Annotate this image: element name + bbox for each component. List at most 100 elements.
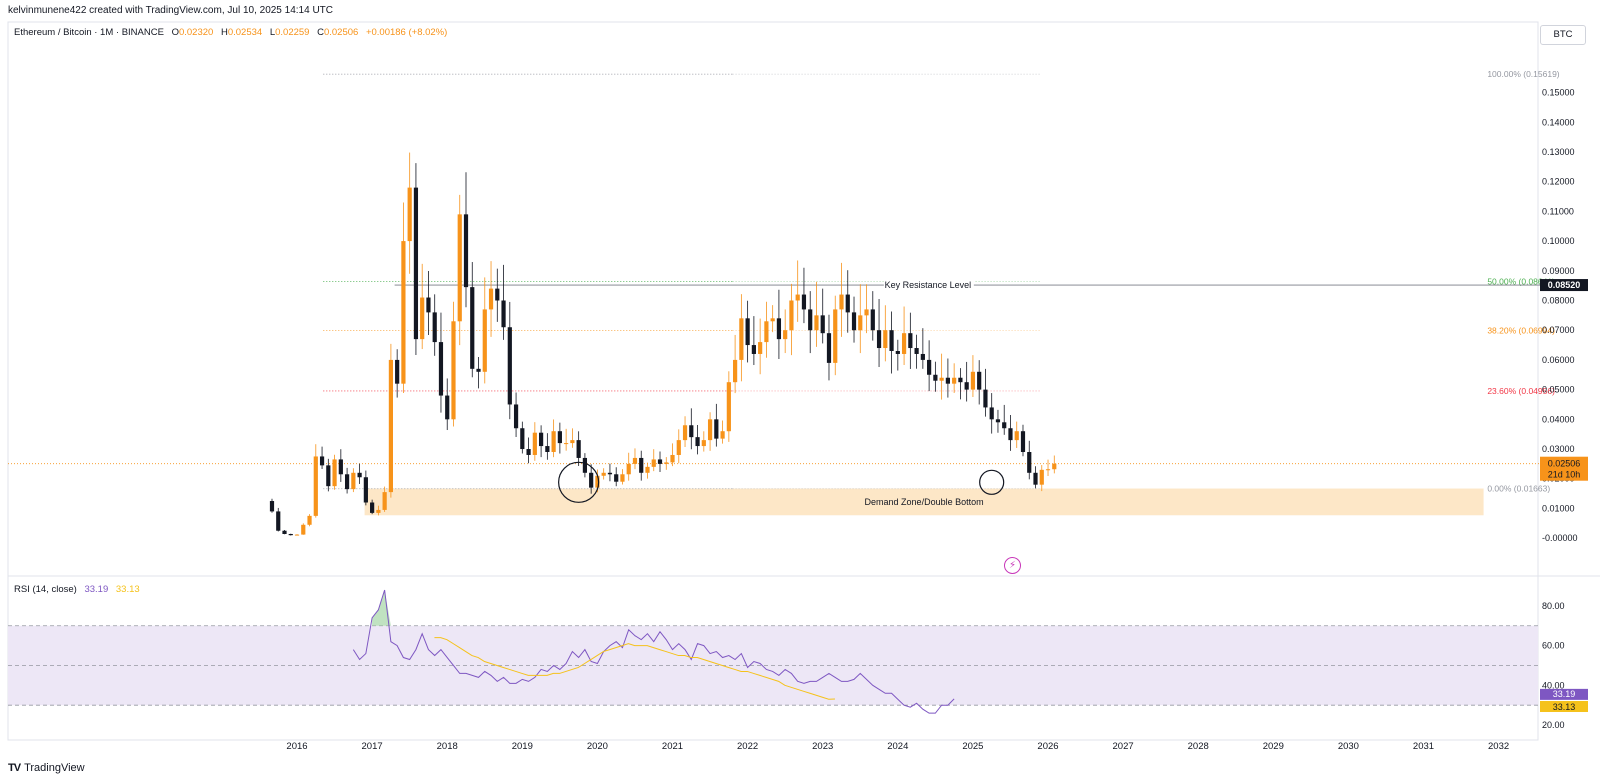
candle-body xyxy=(952,377,957,384)
time-tick-label: 2023 xyxy=(812,741,833,752)
candle-body xyxy=(520,428,525,450)
candle-body xyxy=(826,333,832,363)
candle-body xyxy=(889,330,894,351)
open-value: 0.02320 xyxy=(178,27,214,38)
candle-body xyxy=(808,309,813,331)
candle-body xyxy=(1014,431,1019,441)
candle-body xyxy=(501,300,506,328)
candle-body xyxy=(764,321,769,343)
candle-body xyxy=(977,371,982,390)
candle-body xyxy=(939,377,944,381)
candle-body xyxy=(958,377,963,383)
candle-body xyxy=(995,419,1001,423)
candle-body xyxy=(639,457,644,473)
candle-body xyxy=(551,431,556,452)
price-tick-label: 0.11000 xyxy=(1542,206,1574,216)
candle-body xyxy=(545,446,550,452)
candle-body xyxy=(326,465,331,487)
currency-button[interactable]: BTC xyxy=(1540,25,1586,45)
time-tick-label: 2030 xyxy=(1338,741,1359,752)
candle-body xyxy=(338,459,343,475)
candle-body xyxy=(595,475,600,488)
time-tick-label: 2028 xyxy=(1188,741,1209,752)
candle-body xyxy=(376,509,381,513)
time-tick-label: 2025 xyxy=(962,741,983,752)
candle-body xyxy=(1002,422,1007,429)
candle-body xyxy=(920,353,925,360)
candle-body xyxy=(851,312,857,331)
resistance-label: Key Resistance Level xyxy=(885,280,972,290)
candle-body xyxy=(801,294,807,310)
time-tick-label: 2031 xyxy=(1413,741,1434,752)
candle-body xyxy=(395,359,400,384)
candle-body xyxy=(1033,472,1038,485)
candle-body xyxy=(401,241,406,384)
candle-body xyxy=(714,419,719,439)
candle-body xyxy=(513,404,519,429)
open-label: O xyxy=(171,27,179,38)
close-label: C xyxy=(317,27,324,38)
candle-body xyxy=(301,524,306,535)
candle-body xyxy=(689,425,694,438)
price-tick-label: 0.03000 xyxy=(1542,444,1575,454)
candle-body xyxy=(445,395,450,420)
candle-body xyxy=(614,474,619,482)
candle-body xyxy=(570,440,575,444)
candle-body xyxy=(701,440,706,447)
price-tick-label: -0.00000 xyxy=(1542,533,1578,543)
candle-body xyxy=(420,297,425,340)
candle-body xyxy=(620,474,625,482)
time-tick-label: 2019 xyxy=(512,741,533,752)
time-tick-label: 2027 xyxy=(1113,741,1134,752)
fib-label: 0.00% (0.01663) xyxy=(1487,484,1550,494)
current-price-tag-text: 0.02506 xyxy=(1548,459,1581,469)
symbol-name[interactable]: Ethereum / Bitcoin · 1M · BINANCE xyxy=(14,27,164,38)
rsi-value-tag-text: 33.19 xyxy=(1553,689,1576,699)
candle-body xyxy=(858,315,863,331)
candle-body xyxy=(726,382,731,432)
candle-body xyxy=(357,472,362,478)
candle-body xyxy=(676,440,681,455)
candle-body xyxy=(733,359,738,383)
candle-body xyxy=(820,315,825,334)
candle-body xyxy=(789,300,794,331)
candle-body xyxy=(332,459,337,487)
candle-body xyxy=(557,431,562,444)
candle-body xyxy=(983,389,988,408)
candle-body xyxy=(883,330,888,349)
candle-body xyxy=(1027,452,1032,473)
candle-body xyxy=(751,345,756,354)
resistance-price-tag-text: 0.08520 xyxy=(1548,280,1581,290)
candle-body xyxy=(482,309,487,372)
fib-label: 50.00% (0.08641) xyxy=(1487,276,1555,286)
candle-body xyxy=(864,309,869,316)
time-tick-label: 2032 xyxy=(1488,741,1509,752)
price-tick-label: 0.12000 xyxy=(1542,177,1575,187)
candle-body xyxy=(845,294,850,313)
candle-body xyxy=(470,287,475,369)
candle-body xyxy=(282,530,287,534)
candle-body xyxy=(451,321,456,420)
rsi-tick-label: 40.00 xyxy=(1542,680,1565,690)
rsi-title[interactable]: RSI (14, close) xyxy=(14,584,77,595)
candle-body xyxy=(670,454,675,463)
candle-body xyxy=(814,315,819,331)
candle-body xyxy=(833,309,838,363)
candle-body xyxy=(307,515,312,525)
footer-brand[interactable]: TV TradingView xyxy=(8,762,85,774)
lightning-icon[interactable]: ⚡ xyxy=(1004,557,1021,574)
time-tick-label: 2017 xyxy=(362,741,383,752)
rsi-ma-tag-text: 33.13 xyxy=(1553,702,1576,712)
price-tick-label: 0.13000 xyxy=(1542,147,1575,157)
countdown-text: 21d 10h xyxy=(1548,470,1581,480)
rsi-line xyxy=(352,589,955,714)
attribution: kelvinmunene422 created with TradingView… xyxy=(8,5,334,16)
resistance-price-tag xyxy=(1540,279,1588,292)
time-tick-label: 2018 xyxy=(437,741,458,752)
change-value: +0.00186 (+8.02%) xyxy=(365,27,448,38)
candle-body xyxy=(914,348,919,354)
candle-body xyxy=(770,318,775,322)
time-tick-label: 2022 xyxy=(737,741,758,752)
fib-label: 23.60% (0.04956) xyxy=(1487,386,1555,396)
